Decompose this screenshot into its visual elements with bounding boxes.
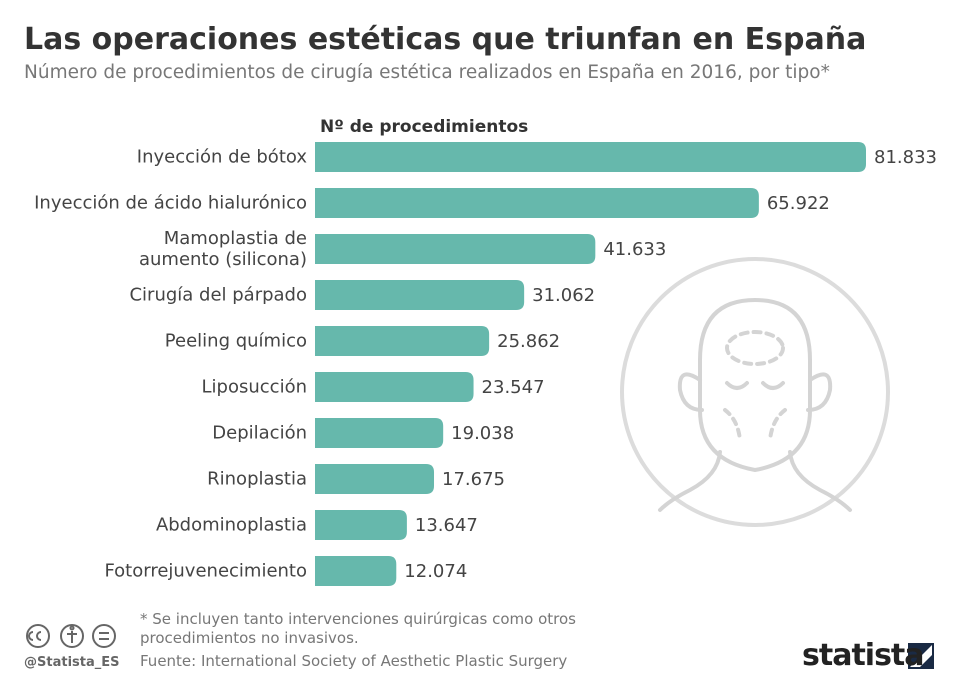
category-label: Inyección de bótox xyxy=(136,146,307,168)
value-label: 65.922 xyxy=(767,193,830,214)
value-label: 13.647 xyxy=(415,515,478,536)
bar xyxy=(315,510,407,540)
title: Las operaciones estéticas que triunfan e… xyxy=(24,22,867,57)
subtitle: Número de procedimientos de cirugía esté… xyxy=(24,62,830,83)
bar xyxy=(315,280,525,310)
category-label: Fotorrejuvenecimiento xyxy=(104,560,307,582)
face-illustration xyxy=(620,257,890,527)
cc-icons xyxy=(26,624,116,648)
category-label: Inyección de ácido hialurónico xyxy=(34,192,307,214)
value-label: 23.547 xyxy=(482,377,545,398)
source: Fuente: International Society of Aesthet… xyxy=(140,652,568,670)
logo-mark xyxy=(908,643,934,669)
bar xyxy=(315,326,490,356)
bar xyxy=(315,418,444,448)
value-label: 41.633 xyxy=(603,239,666,260)
bar xyxy=(315,464,435,494)
category-label: Mamoplastia de aumento (silicona) xyxy=(138,228,307,270)
bar xyxy=(315,234,596,264)
value-label: 19.038 xyxy=(451,423,514,444)
value-label: 17.675 xyxy=(442,469,505,490)
bar xyxy=(315,556,397,586)
value-label: 25.862 xyxy=(497,331,560,352)
bar xyxy=(315,188,759,218)
value-label: 81.833 xyxy=(874,147,937,168)
category-label: Rinoplastia xyxy=(207,468,307,490)
value-label: 31.062 xyxy=(532,285,595,306)
footnote: * Se incluyen tanto intervenciones quirú… xyxy=(140,610,576,647)
category-label: Cirugía del párpado xyxy=(129,284,307,306)
category-label: Liposucción xyxy=(201,376,307,398)
bar xyxy=(315,372,474,402)
bar xyxy=(315,142,866,172)
logo: statista xyxy=(802,638,925,673)
handle: @Statista_ES xyxy=(24,655,120,670)
category-label: Depilación xyxy=(212,422,307,444)
axis-label: Nº de procedimientos xyxy=(320,117,529,137)
category-label: Abdominoplastia xyxy=(155,514,307,536)
category-label: Peeling químico xyxy=(164,330,307,352)
value-label: 12.074 xyxy=(404,561,467,582)
